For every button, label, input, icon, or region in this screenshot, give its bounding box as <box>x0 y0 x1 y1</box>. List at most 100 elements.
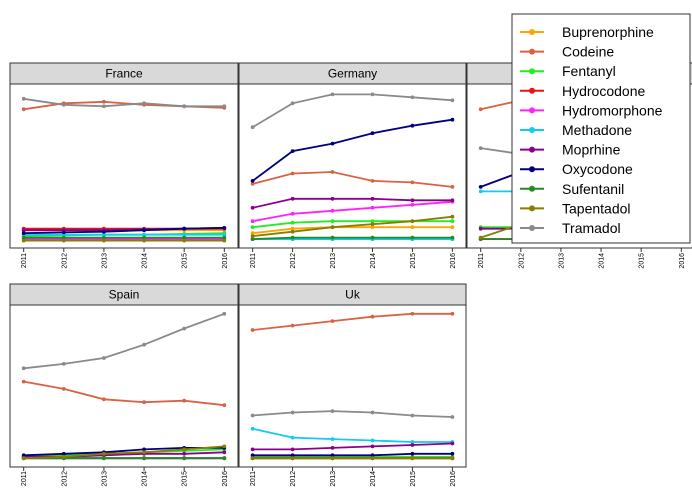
point-france-tramadol-2015 <box>182 104 187 109</box>
point-france-sufentanil-2016 <box>222 235 227 240</box>
legend: Buprenorphine Codeine Fentanyl Hydrocodone H… <box>511 13 691 244</box>
series-line-spain-codeine <box>23 380 225 407</box>
point-france-methadone-2015 <box>182 232 187 237</box>
point-france-tapentadol-2016 <box>222 238 227 243</box>
series-line-uk-moprhine <box>252 442 453 451</box>
point-germany-oxycodone-2012 <box>290 149 295 154</box>
x-tick-label-uk-2013: 2013 <box>330 471 337 487</box>
point-france-methadone-2016 <box>222 232 227 237</box>
point-france-tramadol-2013 <box>102 104 106 109</box>
point-spain-codeine-2014 <box>142 400 147 405</box>
point-uk-codeine-2015 <box>410 311 415 316</box>
x-tick-label-italy-2011: 2011 <box>478 253 485 268</box>
point-uk-tapentadol-2013 <box>330 456 335 461</box>
series-line-spain-oxycodone <box>23 446 225 457</box>
point-germany-oxycodone-2014 <box>370 131 375 136</box>
legend-swatch-point-methadone <box>529 127 535 133</box>
point-germany-tapentadol-2016 <box>450 214 455 219</box>
series-line-germany-sufentanil <box>252 236 453 240</box>
point-spain-tramadol-2012 <box>61 362 66 366</box>
point-uk-moprhine-2011 <box>250 447 255 452</box>
point-germany-tramadol-2014 <box>370 92 375 97</box>
point-spain-tapentadol-2011 <box>21 456 26 461</box>
point-uk-tapentadol-2016 <box>450 456 455 461</box>
point-italy-oxycodone-2011 <box>478 185 483 189</box>
point-germany-hydromorphone-2015 <box>410 202 415 207</box>
point-france-oxycodone-2014 <box>142 228 147 233</box>
point-germany-codeine-2013 <box>330 170 335 174</box>
point-germany-moprhine-2015 <box>410 198 415 203</box>
point-spain-tramadol-2016 <box>222 311 227 316</box>
point-germany-fentanyl-2011 <box>250 225 255 230</box>
legend-swatch-point-tapentadol <box>529 205 535 212</box>
point-germany-codeine-2016 <box>450 185 455 189</box>
point-italy-tapentadol-2011 <box>478 235 483 240</box>
point-germany-tramadol-2013 <box>330 92 335 97</box>
point-germany-sufentanil-2014 <box>370 235 375 240</box>
point-spain-tramadol-2015 <box>182 326 187 331</box>
point-spain-tapentadol-2013 <box>102 451 106 456</box>
point-spain-tapentadol-2015 <box>182 447 187 452</box>
legend-item-hydrocodone: Hydrocodone <box>520 83 645 99</box>
point-france-tramadol-2011 <box>21 96 26 101</box>
legend-label-hydromorphone: Hydromorphone <box>562 102 663 118</box>
point-france-tapentadol-2013 <box>102 238 106 243</box>
point-germany-tapentadol-2012 <box>290 229 295 234</box>
legend-label-tramadol: Tramadol <box>562 220 621 236</box>
legend-label-tapentadol: Tapentadol <box>562 200 631 216</box>
point-germany-oxycodone-2011 <box>250 179 255 183</box>
point-germany-tapentadol-2013 <box>330 225 335 230</box>
point-uk-tapentadol-2011 <box>250 456 255 461</box>
point-spain-sufentanil-2014 <box>142 456 147 461</box>
point-germany-buprenorphine-2011 <box>250 231 255 236</box>
point-france-sufentanil-2014 <box>142 235 147 240</box>
point-spain-codeine-2016 <box>222 403 227 408</box>
x-tick-label-france-2012: 2012 <box>61 253 68 269</box>
panel-border-uk <box>238 304 467 468</box>
legend-item-tapentadol: Tapentadol <box>520 200 631 216</box>
point-germany-fentanyl-2013 <box>330 219 335 224</box>
point-france-methadone-2014 <box>142 232 147 237</box>
point-uk-moprhine-2013 <box>330 446 335 450</box>
point-uk-tramadol-2014 <box>370 410 375 415</box>
point-uk-oxycodone-2016 <box>450 451 455 456</box>
x-tick-label-france-2015: 2015 <box>182 253 189 269</box>
panel-france: France 2011 2012 2013 2014 2015 2016 <box>9 62 239 269</box>
point-uk-methadone-2015 <box>410 440 415 444</box>
point-spain-codeine-2012 <box>61 387 66 391</box>
x-tick-label-germany-2015: 2015 <box>410 253 417 269</box>
point-uk-methadone-2012 <box>290 435 295 440</box>
point-uk-methadone-2011 <box>250 426 255 431</box>
x-tick-label-france-2011: 2011 <box>21 253 28 268</box>
point-germany-tramadol-2015 <box>410 95 415 100</box>
point-uk-moprhine-2016 <box>450 441 455 446</box>
panel-border-spain <box>9 304 239 468</box>
point-uk-oxycodone-2014 <box>370 453 375 458</box>
series-line-spain-tapentadol <box>23 445 225 460</box>
point-italy-tramadol-2011 <box>478 146 483 151</box>
x-tick-label-italy-2014: 2014 <box>599 253 606 269</box>
x-tick-label-germany-2013: 2013 <box>330 253 337 269</box>
point-spain-tapentadol-2014 <box>142 450 147 455</box>
x-tick-label-germany-2016: 2016 <box>450 253 457 269</box>
x-tick-label-uk-2012: 2012 <box>290 471 297 487</box>
point-spain-tapentadol-2012 <box>61 454 66 459</box>
point-spain-moprhine-2016 <box>222 450 227 455</box>
point-uk-tramadol-2012 <box>290 410 295 415</box>
x-tick-label-germany-2012: 2012 <box>290 253 297 269</box>
point-france-oxycodone-2013 <box>102 229 106 234</box>
legend-swatch-point-hydromorphone <box>529 107 535 114</box>
legend-item-sufentanil: Sufentanil <box>520 181 624 197</box>
point-france-oxycodone-2011 <box>21 231 26 236</box>
series-line-uk-oxycodone <box>252 452 453 457</box>
point-uk-codeine-2011 <box>250 328 255 332</box>
legend-label-hydrocodone: Hydrocodone <box>562 83 645 99</box>
point-germany-tramadol-2012 <box>290 101 295 106</box>
point-germany-hydromorphone-2012 <box>290 211 295 216</box>
point-france-oxycodone-2012 <box>61 230 66 235</box>
series-line-germany-hydromorphone <box>252 200 453 223</box>
point-uk-tramadol-2015 <box>410 413 415 418</box>
legend-swatch-point-moprhine <box>529 146 535 153</box>
point-germany-oxycodone-2016 <box>450 117 455 122</box>
legend-swatch-point-sufentanil <box>529 185 535 192</box>
